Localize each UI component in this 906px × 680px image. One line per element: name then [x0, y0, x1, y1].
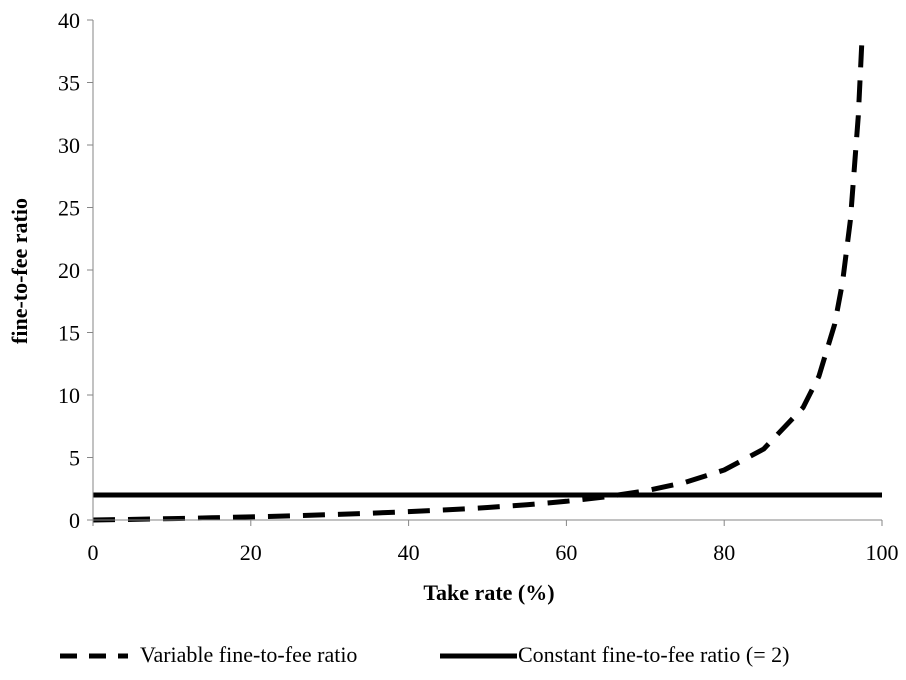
legend-label-constant: Constant fine-to-fee ratio (= 2) — [518, 642, 789, 667]
y-tick-label: 10 — [58, 383, 80, 408]
plot-area — [92, 32, 882, 523]
y-tick-label: 35 — [58, 71, 80, 96]
legend: Variable fine-to-fee ratio Constant fine-… — [60, 642, 789, 667]
y-tick-label: 25 — [58, 196, 80, 221]
x-axis-title: Take rate (%) — [423, 580, 554, 605]
x-tick-label: 60 — [555, 540, 577, 565]
x-tick-label: 80 — [713, 540, 735, 565]
y-tick-label: 15 — [58, 321, 80, 346]
y-axis: 0 5 10 15 20 25 30 35 40 — [58, 8, 94, 533]
legend-label-variable: Variable fine-to-fee ratio — [140, 642, 357, 667]
y-tick-label: 5 — [69, 446, 80, 471]
y-tick-label: 0 — [69, 508, 80, 533]
x-tick-label: 20 — [240, 540, 262, 565]
x-axis: 0 20 40 60 80 100 — [88, 519, 899, 565]
series-line-variable — [92, 32, 865, 523]
y-axis-title: fine-to-fee ratio — [7, 198, 32, 344]
y-tick-label: 30 — [58, 133, 80, 158]
x-tick-label: 100 — [866, 540, 899, 565]
x-tick-label: 40 — [398, 540, 420, 565]
y-tick-label: 20 — [58, 258, 80, 283]
y-tick-label: 40 — [58, 8, 80, 33]
x-tick-label: 0 — [88, 540, 99, 565]
